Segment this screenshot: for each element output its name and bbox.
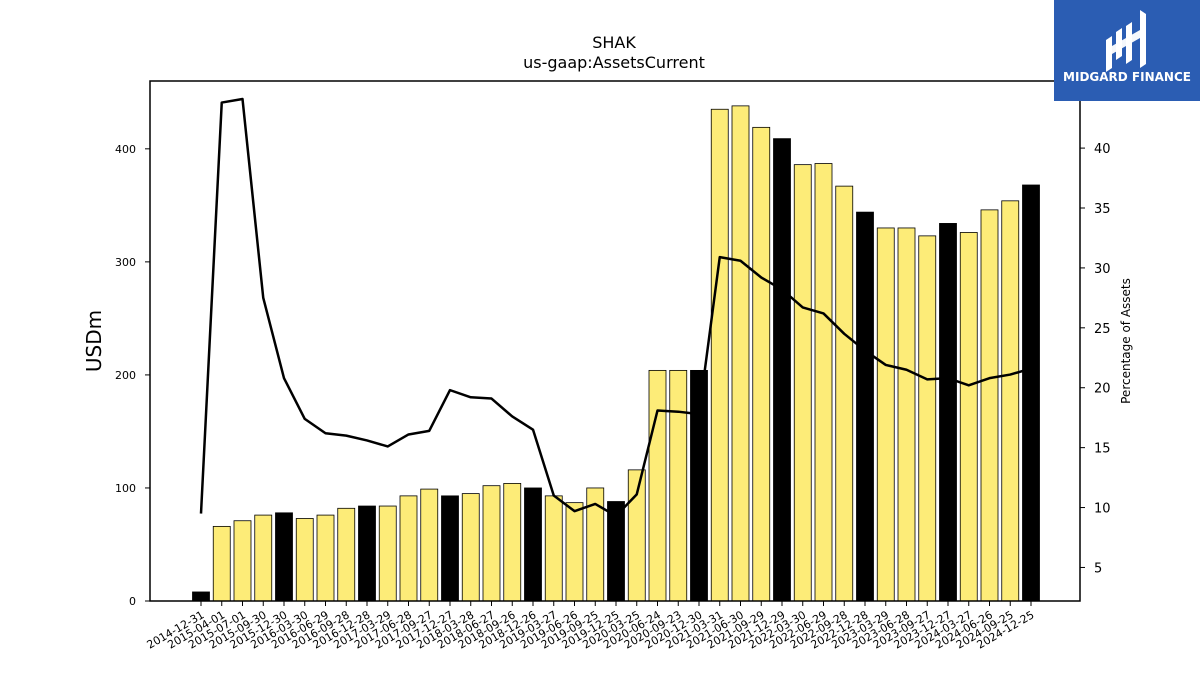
logo-text: MIDGARD FINANCE [1063,70,1191,84]
bar-2015-09-30 [254,514,273,602]
bar-2018-12-26 [524,487,542,602]
bar-2021-03-31 [710,108,729,602]
y-tick-label: 400 [115,143,136,156]
bar-2016-03-30 [295,518,314,602]
y-tick-label: 300 [115,256,136,269]
bar-2018-03-28 [461,493,480,602]
bar-2020-09-23 [669,369,688,602]
x-axis: 2014-12-312015-04-012015-07-012015-09-30… [145,601,1037,652]
bar-2017-12-27 [441,495,459,602]
bar-2018-06-27 [482,485,501,602]
bar-2016-09-28 [337,507,356,602]
bar-2015-07-01 [233,520,252,602]
midgard-finance-logo: MIDGARD FINANCE [1054,0,1200,101]
y2-tick-label: 30 [1094,262,1111,277]
bar-2024-03-27 [959,232,978,602]
bar-2017-06-28 [399,495,418,602]
bar-2022-09-28 [835,185,854,602]
bar-2020-06-24 [648,369,667,602]
bar-2014-12-31 [192,591,210,602]
bar-2021-09-29 [752,126,771,602]
percentage-line [199,97,1032,518]
y2-tick-label: 35 [1094,202,1111,217]
bar-2023-12-27 [939,223,957,602]
y-axis-left: 0 100 200 300 400 [115,143,150,608]
bar-2017-09-27 [420,488,439,602]
y-axis-right: 5 10 15 20 25 30 35 40 [1080,142,1111,576]
bar-2019-03-27 [544,495,563,602]
bar-2016-12-28 [358,505,376,602]
bar-2024-12-25 [1022,184,1040,602]
y2-tick-label: 20 [1094,382,1111,397]
bar-2015-04-01 [212,525,231,602]
y-axis-label: USDm [82,310,106,372]
bar-2023-09-27 [918,235,937,602]
y-tick-label: 200 [115,369,136,382]
bar-2022-12-28 [856,211,874,602]
bar-2021-06-30 [731,105,750,602]
bar-series [192,105,1040,602]
chart-title: SHAK [592,33,636,52]
y-tick-label: 100 [115,482,136,495]
y2-tick-label: 5 [1094,561,1102,576]
y2-axis-label: Percentage of Assets [1119,278,1133,404]
bar-2023-06-28 [897,227,916,602]
bar-2021-12-29 [773,138,791,602]
y2-tick-label: 15 [1094,442,1111,457]
y2-tick-label: 40 [1094,142,1111,157]
chart-subtitle: us-gaap:AssetsCurrent [523,53,705,72]
y2-tick-label: 10 [1094,502,1111,517]
y-tick-label: 0 [129,595,136,608]
plot-frame [149,80,1081,602]
bar-2016-06-29 [316,514,335,602]
bar-2024-06-26 [980,209,999,602]
bar-2024-09-25 [1001,200,1020,602]
bar-2019-06-26 [565,502,584,602]
bar-2022-06-29 [814,163,833,602]
y2-tick-label: 25 [1094,322,1111,337]
bar-2022-03-30 [793,164,812,602]
bar-2015-12-30 [275,512,293,602]
bar-2018-09-26 [503,483,522,602]
midgard-logo-icon [1106,10,1146,72]
bar-2017-03-29 [378,505,397,602]
bar-2023-03-29 [876,227,895,602]
